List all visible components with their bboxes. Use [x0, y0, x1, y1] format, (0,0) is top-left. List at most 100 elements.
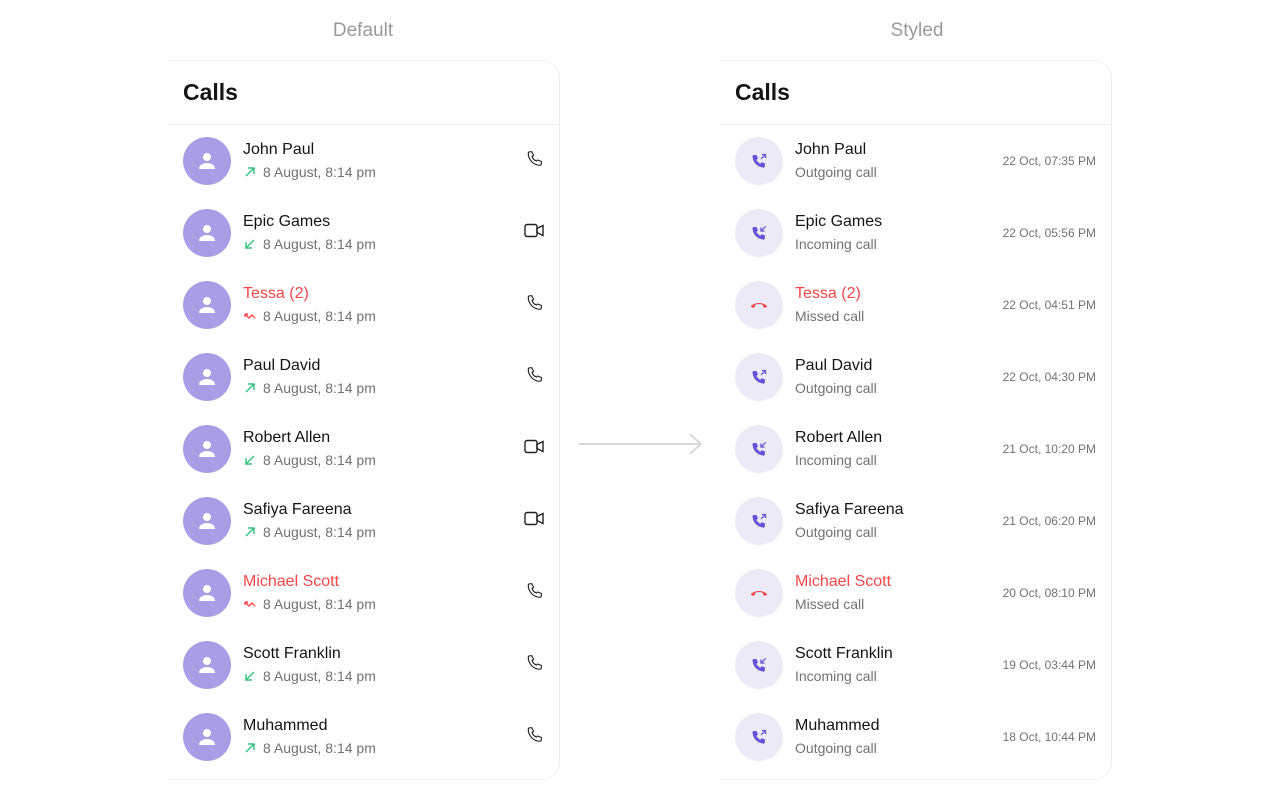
- call-subtitle: 8 August, 8:14 pm: [243, 233, 544, 255]
- call-list-item[interactable]: Scott Franklin 8 August, 8:14 pm: [168, 629, 559, 701]
- call-type-avatar: [735, 353, 783, 401]
- call-list-item[interactable]: Muhammed Outgoing call 18 Oct, 10:44 PM: [720, 701, 1111, 773]
- call-list-item[interactable]: John Paul Outgoing call 22 Oct, 07:35 PM: [720, 125, 1111, 197]
- call-subtitle: 8 August, 8:14 pm: [243, 737, 544, 759]
- caption-styled: Styled: [890, 20, 944, 41]
- call-list-item[interactable]: Epic Games 8 August, 8:14 pm: [168, 197, 559, 269]
- call-type-avatar: [735, 641, 783, 689]
- call-list-item[interactable]: Michael Scott 8 August, 8:14 pm: [168, 557, 559, 629]
- call-subtitle: 8 August, 8:14 pm: [243, 665, 544, 687]
- avatar: [183, 569, 231, 617]
- call-type-avatar: [735, 209, 783, 257]
- call-date: 8 August, 8:14 pm: [263, 740, 376, 756]
- phone-icon: [527, 367, 542, 382]
- caller-name: Michael Scott: [243, 573, 340, 590]
- call-subtitle: 8 August, 8:14 pm: [243, 305, 544, 327]
- call-status: Missed call: [795, 308, 865, 324]
- audio-call-button[interactable]: [526, 582, 544, 605]
- arrow-right-icon: [579, 433, 703, 455]
- user-icon: [199, 729, 215, 745]
- call-list-item[interactable]: Scott Franklin Incoming call 19 Oct, 03:44…: [720, 629, 1111, 701]
- caller-name: Safiya Fareena: [243, 501, 352, 518]
- phone-icon: [527, 583, 542, 598]
- video-call-button[interactable]: [524, 511, 544, 532]
- caption-default: Default: [332, 20, 394, 41]
- call-list-item[interactable]: Michael Scott Missed call 20 Oct, 08:10 PM: [720, 557, 1111, 629]
- call-date: 8 August, 8:14 pm: [263, 236, 376, 252]
- caller-name: Robert Allen: [243, 429, 331, 446]
- outgoing-arrow-icon: [245, 527, 255, 537]
- incoming-arrow-icon: [245, 239, 255, 249]
- audio-call-button[interactable]: [526, 726, 544, 749]
- avatar: [183, 281, 231, 329]
- caller-name: Safiya Fareena: [795, 501, 904, 518]
- call-list: John Paul Outgoing call 22 Oct, 07:35 PM Ep…: [720, 125, 1111, 773]
- caller-name: Scott Franklin: [243, 645, 341, 662]
- caller-name: Paul David: [243, 357, 321, 374]
- call-type-avatar: [735, 569, 783, 617]
- call-list-item[interactable]: John Paul 8 August, 8:14 pm: [168, 125, 559, 197]
- call-type-avatar: [735, 713, 783, 761]
- call-status: Incoming call: [795, 668, 877, 684]
- call-list-item[interactable]: Safiya Fareena Outgoing call 21 Oct, 06:20…: [720, 485, 1111, 557]
- call-date: 8 August, 8:14 pm: [263, 164, 376, 180]
- missed-arrow-icon: [244, 313, 256, 319]
- call-status: Outgoing call: [795, 740, 877, 756]
- user-icon: [199, 369, 215, 385]
- call-list-item[interactable]: Safiya Fareena 8 August, 8:14 pm: [168, 485, 559, 557]
- video-icon: [524, 223, 544, 238]
- avatar: [183, 497, 231, 545]
- call-time: 22 Oct, 05:56 PM: [1002, 226, 1096, 240]
- caller-name: John Paul: [795, 141, 867, 158]
- call-time: 19 Oct, 03:44 PM: [1002, 658, 1096, 672]
- call-time: 22 Oct, 04:30 PM: [1002, 370, 1096, 384]
- call-list-item[interactable]: Paul David 8 August, 8:14 pm: [168, 341, 559, 413]
- call-list-item[interactable]: Robert Allen 8 August, 8:14 pm: [168, 413, 559, 485]
- outgoing-call-icon: [752, 369, 767, 384]
- phone-icon: [527, 655, 542, 670]
- call-date: 8 August, 8:14 pm: [263, 452, 376, 468]
- call-time: 22 Oct, 04:51 PM: [1002, 298, 1096, 312]
- call-date: 8 August, 8:14 pm: [263, 380, 376, 396]
- caller-name: Muhammed: [243, 717, 328, 734]
- call-time: 22 Oct, 07:35 PM: [1002, 154, 1096, 168]
- call-list-item[interactable]: Tessa (2) Missed call 22 Oct, 04:51 PM: [720, 269, 1111, 341]
- outgoing-arrow-icon: [245, 167, 255, 177]
- video-icon: [524, 439, 544, 454]
- avatar: [183, 641, 231, 689]
- outgoing-call-icon: [752, 513, 767, 528]
- user-icon: [199, 657, 215, 673]
- page-title: Calls: [720, 61, 1111, 125]
- call-time: 18 Oct, 10:44 PM: [1002, 730, 1096, 744]
- call-list-item[interactable]: Muhammed 8 August, 8:14 pm: [168, 701, 559, 773]
- call-list-item[interactable]: Epic Games Incoming call 22 Oct, 05:56 PM: [720, 197, 1111, 269]
- missed-arrow-icon: [244, 601, 256, 607]
- user-icon: [199, 513, 215, 529]
- audio-call-button[interactable]: [526, 294, 544, 317]
- audio-call-button[interactable]: [526, 366, 544, 389]
- audio-call-button[interactable]: [526, 150, 544, 173]
- avatar: [183, 137, 231, 185]
- outgoing-arrow-icon: [245, 383, 255, 393]
- call-subtitle: 8 August, 8:14 pm: [243, 161, 544, 183]
- avatar: [183, 425, 231, 473]
- call-list-item[interactable]: Tessa (2) 8 August, 8:14 pm: [168, 269, 559, 341]
- call-subtitle: 8 August, 8:14 pm: [243, 521, 544, 543]
- call-status: Outgoing call: [795, 164, 877, 180]
- call-list-item[interactable]: Paul David Outgoing call 22 Oct, 04:30 PM: [720, 341, 1111, 413]
- outgoing-call-icon: [752, 153, 767, 168]
- user-icon: [199, 585, 215, 601]
- video-call-button[interactable]: [524, 223, 544, 244]
- video-call-button[interactable]: [524, 439, 544, 460]
- audio-call-button[interactable]: [526, 654, 544, 677]
- call-list-item[interactable]: Robert Allen Incoming call 21 Oct, 10:20 P…: [720, 413, 1111, 485]
- call-status: Incoming call: [795, 236, 877, 252]
- page-title: Calls: [168, 61, 559, 125]
- call-date: 8 August, 8:14 pm: [263, 524, 376, 540]
- missed-call-icon: [751, 303, 767, 308]
- calls-panel-default: Calls John Paul 8 August, 8:14 pm Epic Gam…: [168, 60, 560, 780]
- caller-name: Tessa (2): [795, 285, 861, 302]
- call-type-avatar: [735, 497, 783, 545]
- caller-name: Epic Games: [243, 213, 331, 230]
- phone-icon: [527, 727, 542, 742]
